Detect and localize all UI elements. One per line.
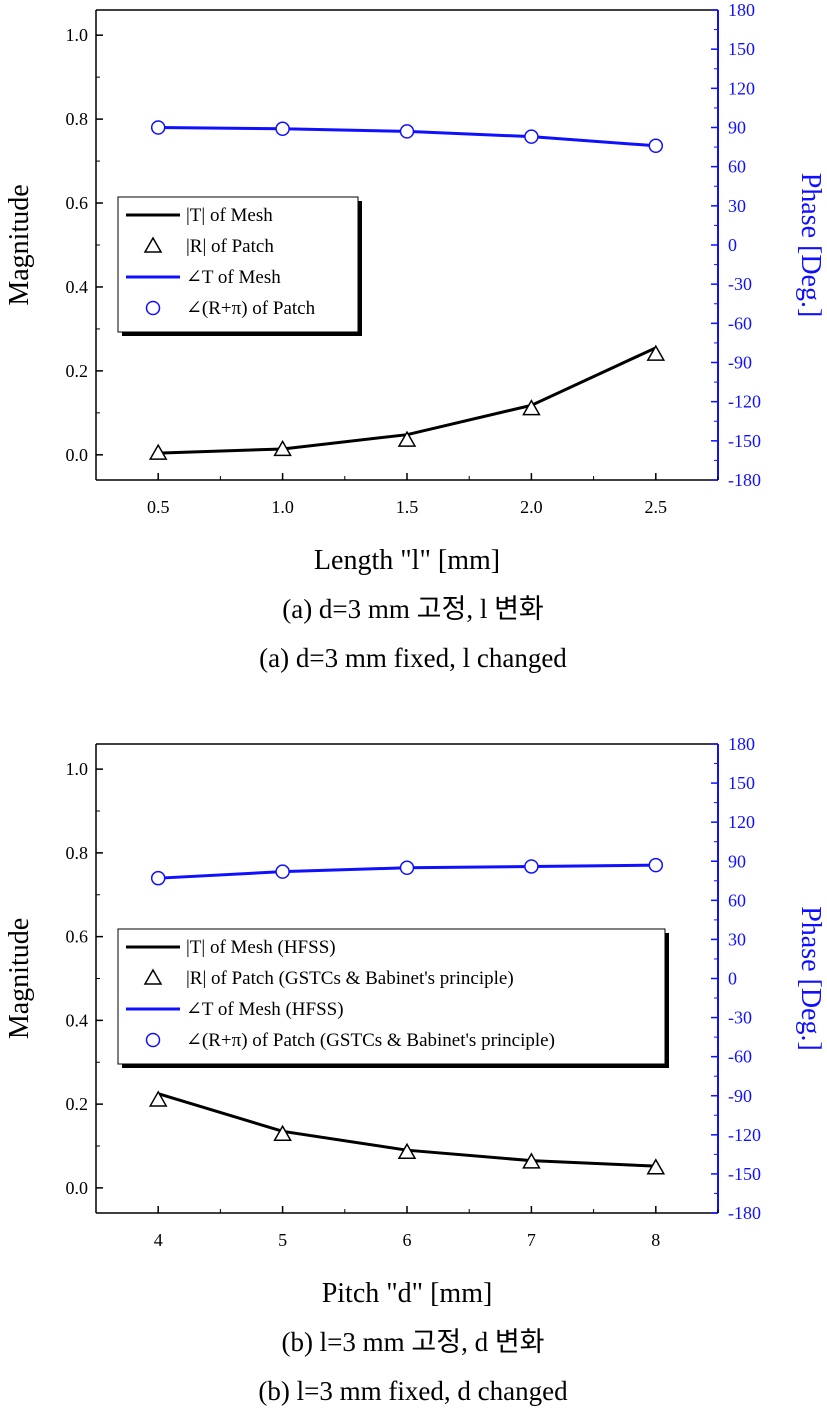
- y2-tick-label: 120: [728, 812, 755, 832]
- circle-marker: [275, 864, 290, 879]
- y2-tick-label: -60: [728, 1047, 752, 1067]
- y2-tick-label: 60: [728, 157, 746, 177]
- y-tick-label: 0.8: [66, 109, 89, 129]
- triangle-marker: [148, 443, 168, 460]
- triangle-marker: [522, 1152, 541, 1169]
- chart-panel-a: 0.0 0.2 0.4 0.6 0.8 1.0 -180 -150 -120 -90 -60 -30 0…: [4, 0, 826, 673]
- y-tick-label: 0.6: [66, 927, 89, 947]
- y2-tick-label: 180: [728, 734, 755, 754]
- circle-marker: [275, 121, 290, 137]
- circle-marker: [648, 138, 664, 154]
- y2-tick-label: -120: [728, 1125, 761, 1145]
- y2-tick-label: 30: [728, 929, 746, 949]
- y2-tick-label: 150: [728, 39, 755, 59]
- x-tick-label: 2.5: [645, 497, 668, 517]
- legend-entry-2: ∠T of Mesh: [186, 267, 281, 288]
- y-tick-label: 0.4: [66, 277, 89, 297]
- legend-entry-0: |T| of Mesh (HFSS): [186, 937, 336, 958]
- y2-tick-label: 120: [728, 78, 755, 98]
- y-tick-label: 0.8: [66, 843, 89, 863]
- y2-tick-label: -150: [728, 431, 761, 451]
- triangle-marker: [273, 439, 292, 457]
- y2-axis-label: Phase [Deg.]: [795, 173, 826, 318]
- circle-marker: [648, 857, 664, 873]
- triangle-marker: [148, 1090, 168, 1107]
- x-tick-label: 7: [527, 1230, 536, 1250]
- x-tick-label: 8: [651, 1230, 660, 1250]
- legend-entry-3: ∠(R+π) of Patch: [186, 298, 316, 319]
- legend-box: [117, 928, 666, 1065]
- y-tick-label: 0.4: [66, 1010, 89, 1030]
- chart-panel-b: 0.0 0.2 0.4 0.6 0.8 1.0 -180 -150 -120 -90 -60 -30 0…: [4, 734, 826, 1406]
- legend-entry-3: ∠(R+π) of Patch (GSTCs & Babinet's princ…: [186, 1030, 555, 1051]
- legend: |T| of Mesh |R| of Patch ∠T of Mesh ∠(R+π) …: [117, 196, 362, 336]
- triangle-marker: [646, 1158, 666, 1175]
- caption-english: (a) d=3 mm fixed, l changed: [259, 643, 567, 673]
- x-axis-label: Length "l" [mm]: [314, 545, 500, 576]
- caption-korean: (a) d=3 mm 고정, l 변화: [282, 594, 544, 624]
- legend-entry-1: |R| of Patch (GSTCs & Babinet's principl…: [186, 968, 514, 989]
- y-axis-label: Magnitude: [4, 184, 35, 305]
- x-tick-label: 6: [403, 1230, 412, 1250]
- y2-tick-label: -180: [728, 470, 761, 490]
- x-tick-label: 1.5: [396, 497, 419, 517]
- y2-tick-label: -60: [728, 313, 752, 333]
- y-tick-label: 0.6: [66, 193, 89, 213]
- y2-tick-label: 150: [728, 773, 755, 793]
- triangle-marker: [397, 1142, 417, 1160]
- triangle-marker: [273, 1124, 292, 1142]
- triangle-marker: [646, 344, 666, 361]
- x-tick-label: 5: [278, 1230, 287, 1250]
- x-tick-label: 2.0: [520, 497, 543, 517]
- y-tick-label: 0.0: [66, 1178, 89, 1198]
- y2-tick-label: -150: [728, 1164, 761, 1184]
- y2-tick-label: -180: [728, 1203, 761, 1223]
- y-tick-label: 0.2: [66, 361, 89, 381]
- legend-triangle: [143, 968, 163, 985]
- legend: |T| of Mesh (HFSS) |R| of Patch (GSTCs & …: [117, 928, 669, 1068]
- legend-circle: [145, 300, 161, 316]
- caption-korean: (b) l=3 mm 고정, d 변화: [281, 1327, 544, 1357]
- y-tick-label: 1.0: [66, 759, 89, 779]
- y2-tick-label: 180: [728, 0, 755, 20]
- circle-marker: [399, 860, 415, 876]
- y2-tick-label: -30: [728, 274, 752, 294]
- circle-marker: [150, 870, 166, 886]
- y-tick-label: 0.2: [66, 1094, 89, 1114]
- circle-marker: [524, 129, 539, 144]
- x-tick-label: 1.0: [271, 497, 294, 517]
- y2-tick-label: -90: [728, 353, 752, 373]
- y2-axis-label: Phase [Deg.]: [795, 906, 826, 1051]
- y2-tick-label: -90: [728, 1086, 752, 1106]
- y2-tick-label: -120: [728, 392, 761, 412]
- legend-circle: [145, 1032, 161, 1048]
- y-axis-label: Magnitude: [4, 918, 35, 1039]
- x-tick-label: 0.5: [147, 497, 170, 517]
- circle-marker: [399, 124, 415, 139]
- y-tick-label: 1.0: [66, 25, 89, 45]
- legend-entry-1: |R| of Patch: [186, 236, 274, 257]
- circle-marker: [524, 859, 539, 874]
- y2-tick-label: 90: [728, 118, 746, 138]
- legend-triangle: [143, 236, 163, 253]
- y2-tick-label: 90: [728, 851, 746, 871]
- y-tick-label: 0.0: [66, 445, 89, 465]
- legend-entry-2: ∠T of Mesh (HFSS): [186, 999, 344, 1020]
- triangle-marker: [522, 399, 541, 416]
- circle-marker: [150, 120, 166, 135]
- x-axis-label: Pitch "d" [mm]: [322, 1278, 493, 1309]
- legend-entry-0: |T| of Mesh: [186, 205, 273, 226]
- y2-tick-label: 30: [728, 196, 746, 216]
- y2-tick-label: 60: [728, 890, 746, 910]
- y2-tick-label: 0: [728, 235, 737, 255]
- y2-tick-label: -30: [728, 1008, 752, 1028]
- caption-english: (b) l=3 mm fixed, d changed: [258, 1376, 568, 1406]
- x-tick-label: 4: [154, 1230, 163, 1250]
- triangle-marker: [397, 430, 417, 447]
- y2-tick-label: 0: [728, 969, 737, 989]
